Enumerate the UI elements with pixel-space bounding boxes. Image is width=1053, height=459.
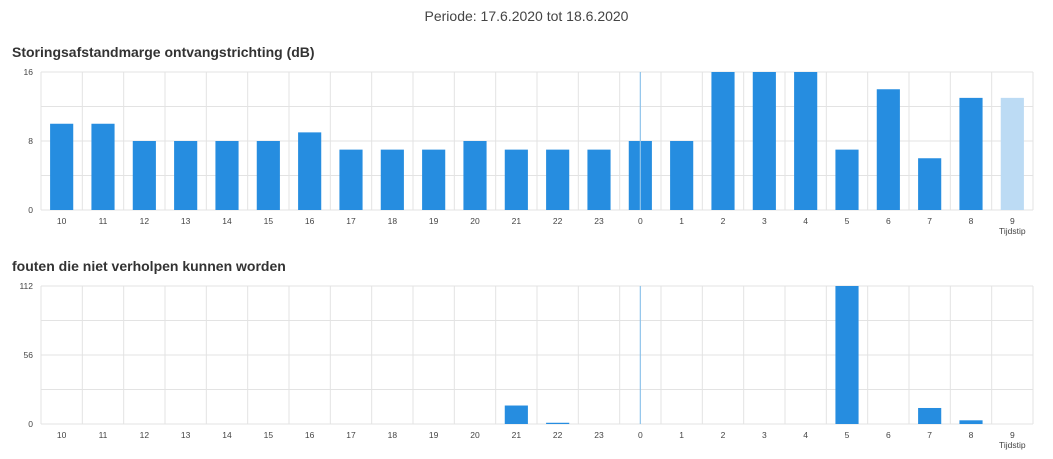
bar-5 [835, 286, 859, 424]
bar-5 [835, 149, 859, 210]
chart-title-uncorrectable-errors: fouten die niet verholpen kunnen worden [12, 258, 286, 274]
x-tick-label: 21 [512, 430, 522, 440]
y-tick-label: 112 [19, 281, 33, 291]
x-tick-label: 2 [721, 216, 726, 226]
x-tick-label: 16 [305, 216, 315, 226]
x-tick-label: 18 [388, 430, 398, 440]
x-tick-label: 22 [553, 216, 563, 226]
bar-1 [670, 141, 694, 210]
bar-17 [339, 149, 363, 210]
x-tick-label: 11 [99, 430, 108, 440]
x-tick-label: 13 [181, 216, 191, 226]
bar-3 [752, 72, 776, 210]
bar-7 [918, 407, 942, 424]
x-tick-label: 4 [803, 430, 808, 440]
y-tick-label: 0 [28, 419, 33, 429]
bar-16 [298, 132, 322, 210]
x-tick-label: 21 [512, 216, 522, 226]
bar-22 [546, 149, 570, 210]
x-tick-label: 20 [470, 216, 480, 226]
x-tick-label: 9 [1010, 216, 1015, 226]
x-tick-label: 7 [927, 216, 932, 226]
x-tick-label: 19 [429, 430, 439, 440]
x-tick-label: 2 [721, 430, 726, 440]
x-tick-label: 13 [181, 430, 191, 440]
bar-23 [587, 149, 611, 210]
x-tick-label: 17 [346, 216, 356, 226]
bar-21 [504, 405, 528, 424]
x-tick-label: 10 [57, 216, 67, 226]
x-tick-label: 3 [762, 430, 767, 440]
bar-13 [174, 141, 198, 210]
x-tick-label: 9 [1010, 430, 1015, 440]
x-tick-label: 12 [140, 430, 150, 440]
bar-11 [91, 123, 115, 210]
y-tick-label: 0 [28, 205, 33, 215]
x-tick-label: 12 [140, 216, 150, 226]
bar-8 [959, 97, 983, 210]
y-tick-label: 56 [24, 350, 34, 360]
x-tick-label: 8 [969, 430, 974, 440]
x-tick-label: 0 [638, 216, 643, 226]
bar-21 [504, 149, 528, 210]
x-tick-label: 23 [594, 430, 604, 440]
x-tick-label: 6 [886, 430, 891, 440]
bar-19 [422, 149, 446, 210]
x-tick-label: 15 [264, 430, 274, 440]
x-tick-label: 11 [99, 216, 108, 226]
bar-2 [711, 72, 735, 210]
x-axis-label: Tijdstip [999, 440, 1026, 450]
bar-15 [256, 141, 280, 210]
x-tick-label: 14 [222, 216, 232, 226]
x-tick-label: 0 [638, 430, 643, 440]
bar-18 [380, 149, 404, 210]
bar-7 [918, 158, 942, 210]
y-tick-label: 8 [28, 136, 33, 146]
bar-12 [132, 141, 156, 210]
x-axis-label: Tijdstip [999, 226, 1026, 236]
x-tick-label: 10 [57, 430, 67, 440]
x-tick-label: 15 [264, 216, 274, 226]
chart-title-interference-margin: Storingsafstandmarge ontvangstrichting (… [12, 44, 315, 60]
period-label: Periode: 17.6.2020 tot 18.6.2020 [424, 8, 629, 24]
bar-14 [215, 141, 239, 210]
x-tick-label: 20 [470, 430, 480, 440]
x-tick-label: 1 [679, 430, 684, 440]
x-tick-label: 5 [845, 216, 850, 226]
x-tick-label: 8 [969, 216, 974, 226]
bar-4 [794, 72, 818, 210]
x-tick-label: 16 [305, 430, 315, 440]
x-tick-label: 6 [886, 216, 891, 226]
bar-20 [463, 141, 487, 210]
x-tick-label: 19 [429, 216, 439, 226]
bar-6 [876, 89, 900, 210]
bar-8 [959, 420, 983, 424]
x-tick-label: 1 [679, 216, 684, 226]
x-tick-label: 22 [553, 430, 563, 440]
x-tick-label: 14 [222, 430, 232, 440]
x-tick-label: 17 [346, 430, 356, 440]
bar-22 [546, 422, 570, 424]
x-tick-label: 23 [594, 216, 604, 226]
x-tick-label: 18 [388, 216, 398, 226]
x-tick-label: 4 [803, 216, 808, 226]
bar-10 [50, 123, 74, 210]
x-tick-label: 5 [845, 430, 850, 440]
y-tick-label: 16 [24, 67, 34, 77]
x-tick-label: 3 [762, 216, 767, 226]
x-tick-label: 7 [927, 430, 932, 440]
bar-9 [1000, 97, 1024, 210]
